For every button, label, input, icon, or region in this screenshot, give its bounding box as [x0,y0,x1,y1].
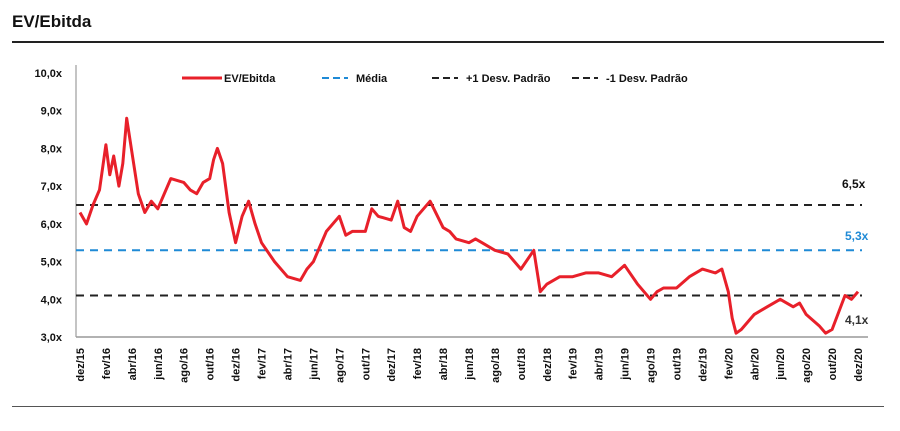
x-tick-label: out/20 [827,348,839,380]
legend-label-3: +1 Desv. Padrão [466,73,551,85]
legend-label-1: EV/Ebitda [224,73,276,85]
x-tick-label: out/19 [671,348,683,380]
x-tick-label: dez/18 [542,348,554,382]
title-rule [12,41,884,43]
x-tick-label: fev/18 [412,348,424,379]
y-tick-label: 7,0x [41,181,63,193]
x-tick-label: dez/17 [386,348,398,382]
x-tick-label: out/18 [516,348,528,380]
ev-ebitda-series-line [78,116,860,335]
y-tick-label: 4,0x [41,294,63,306]
x-tick-label: abr/19 [594,348,606,380]
x-tick-label: jun/18 [464,348,476,381]
x-tick-label: dez/20 [853,348,865,382]
y-tick-label: 9,0x [41,106,63,118]
y-tick-label: 5,0x [41,257,63,269]
x-tick-label: abr/16 [127,348,139,380]
legend-label-4: -1 Desv. Padrão [606,73,688,85]
x-tick-label: ago/18 [490,348,502,383]
x-tick-label: ago/16 [179,348,191,383]
x-tick-label: ago/17 [334,348,346,383]
x-tick-label: abr/20 [749,348,761,380]
x-tick-label: abr/17 [282,348,294,380]
x-tick-label: out/16 [205,348,217,380]
y-tick-label: 3,0x [41,332,63,344]
mean-value-label: 5,3x [845,229,869,243]
y-tick-label: 6,0x [41,219,63,231]
plus-1-std-value-label: 6,5x [842,177,866,191]
x-tick-label: jun/20 [775,348,787,381]
x-tick-label: fev/16 [101,348,113,379]
x-tick-label: abr/18 [438,348,450,380]
legend-label-2: Média [356,73,388,85]
y-tick-label: 8,0x [41,143,63,155]
x-tick-label: out/17 [360,348,372,380]
y-tick-label: 10,0x [34,68,62,80]
x-tick-label: jun/17 [308,348,320,381]
chart-title: EV/Ebitda [12,12,92,31]
x-tick-label: fev/17 [257,348,269,379]
x-tick-label: fev/19 [568,348,580,379]
x-tick-label: dez/15 [75,348,87,382]
bottom-rule [12,406,884,407]
minus-1-std-value-label: 4,1x [845,313,869,327]
x-tick-label: dez/19 [697,348,709,382]
x-tick-label: ago/20 [801,348,813,383]
x-tick-label: jun/16 [153,348,165,381]
x-tick-label: dez/16 [231,348,243,382]
x-tick-label: ago/19 [646,348,658,383]
x-tick-label: fev/20 [723,348,735,379]
x-tick-label: jun/19 [620,348,632,381]
